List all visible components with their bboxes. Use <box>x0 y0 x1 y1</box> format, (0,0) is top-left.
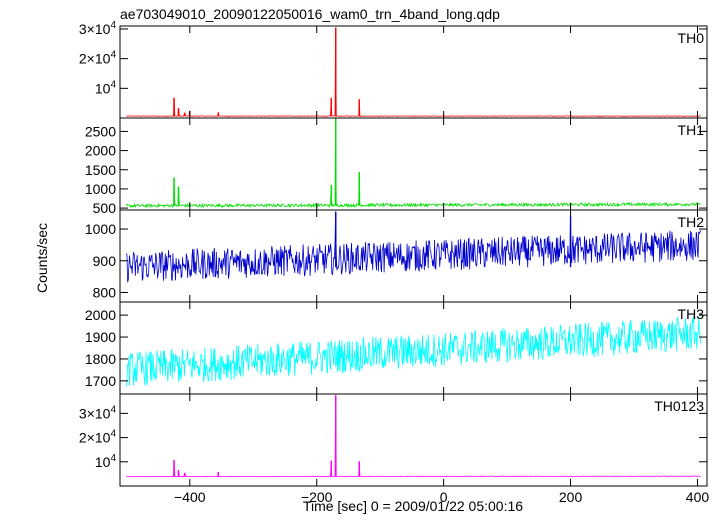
series-line-th2 <box>125 211 702 283</box>
y-tick-label-th0123-2: 3×104 <box>79 404 117 421</box>
panel-label-th3: TH3 <box>678 306 705 322</box>
panel-th3: TH3 1700 1800 1900 2000 <box>85 301 708 395</box>
x-tick-label-3: 200 <box>559 489 583 505</box>
chart-title: ae703049010_20090122050016_wam0_trn_4ban… <box>120 6 500 22</box>
x-tick-label-2: 0 <box>440 489 448 505</box>
y-tick-label-th1-2: 1500 <box>85 162 116 178</box>
y-tick-label-th3-2: 1900 <box>85 329 116 345</box>
x-axis-label: Time [sec] 0 = 2009/01/22 05:00:16 <box>303 498 523 514</box>
y-tick-label-th0-0: 104 <box>95 79 117 96</box>
series-line-th1 <box>125 117 702 209</box>
y-tick-label-th2-1: 900 <box>93 253 117 269</box>
series-line-th0123 <box>126 395 701 478</box>
y-tick-label-th0123-1: 2×104 <box>79 429 117 446</box>
y-tick-label-th0-2: 3×104 <box>79 20 117 37</box>
y-tick-label-th2-2: 1000 <box>85 221 116 237</box>
panel-th0: TH0 104 2×104 3×104 <box>79 20 708 119</box>
y-tick-label-th2-0: 800 <box>93 284 117 300</box>
panel-frame-th1 <box>119 117 708 211</box>
y-tick-label-th1-1: 1000 <box>85 181 116 197</box>
series-line-th0 <box>126 27 701 117</box>
x-tick-label-1: −200 <box>301 489 333 505</box>
y-tick-label-th0123-0: 104 <box>95 453 117 470</box>
y-tick-label-th1-4: 2500 <box>85 123 116 139</box>
series-line-th3 <box>125 316 702 387</box>
panel-frame-th0123 <box>119 393 708 487</box>
y-tick-label-th3-3: 2000 <box>85 307 116 323</box>
y-tick-label-th1-0: 500 <box>93 200 117 216</box>
panel-th1: TH1 500 1000 1500 2000 2500 <box>85 117 708 216</box>
y-tick-label-th0-1: 2×104 <box>79 50 117 67</box>
y-axis-label: Counts/sec <box>34 223 50 293</box>
x-tick-label-4: 400 <box>686 489 710 505</box>
panel-label-th1: TH1 <box>678 122 705 138</box>
panel-label-th0123: TH0123 <box>654 398 704 414</box>
y-tick-label-th1-3: 2000 <box>85 143 116 159</box>
panel-label-th2: TH2 <box>678 214 705 230</box>
panel-label-th0: TH0 <box>678 30 705 46</box>
x-tick-label-0: −400 <box>174 489 206 505</box>
y-tick-label-th3-0: 1700 <box>85 373 116 389</box>
panel-frame-th0 <box>119 25 708 119</box>
y-tick-label-th3-1: 1800 <box>85 351 116 367</box>
panel-th2: TH2 800 900 1000 <box>85 209 708 303</box>
panel-th0123: TH0123 104 2×104 3×104 <box>79 393 708 487</box>
